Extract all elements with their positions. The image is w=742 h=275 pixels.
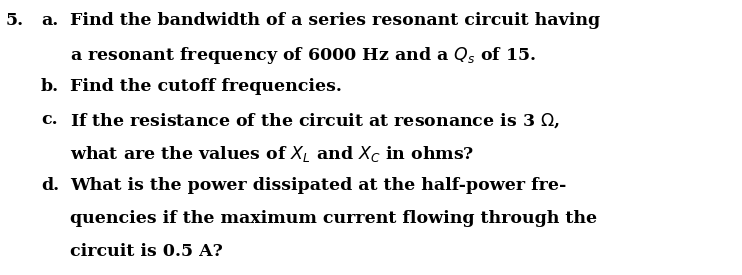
Text: c.: c. — [41, 111, 57, 128]
Text: If the resistance of the circuit at resonance is 3 $\Omega$,: If the resistance of the circuit at reso… — [70, 111, 560, 130]
Text: a.: a. — [41, 12, 58, 29]
Text: circuit is 0.5 A?: circuit is 0.5 A? — [70, 243, 223, 260]
Text: What is the power dissipated at the half-power fre-: What is the power dissipated at the half… — [70, 177, 567, 194]
Text: what are the values of $X_L$ and $X_C$ in ohms?: what are the values of $X_L$ and $X_C$ i… — [70, 144, 475, 164]
Text: Find the bandwidth of a series resonant circuit having: Find the bandwidth of a series resonant … — [70, 12, 600, 29]
Text: Find the cutoff frequencies.: Find the cutoff frequencies. — [70, 78, 342, 95]
Text: b.: b. — [41, 78, 59, 95]
Text: 5.: 5. — [6, 12, 24, 29]
Text: d.: d. — [41, 177, 59, 194]
Text: a resonant frequency of 6000 Hz and a $Q_s$ of 15.: a resonant frequency of 6000 Hz and a $Q… — [70, 45, 536, 66]
Text: quencies if the maximum current flowing through the: quencies if the maximum current flowing … — [70, 210, 597, 227]
